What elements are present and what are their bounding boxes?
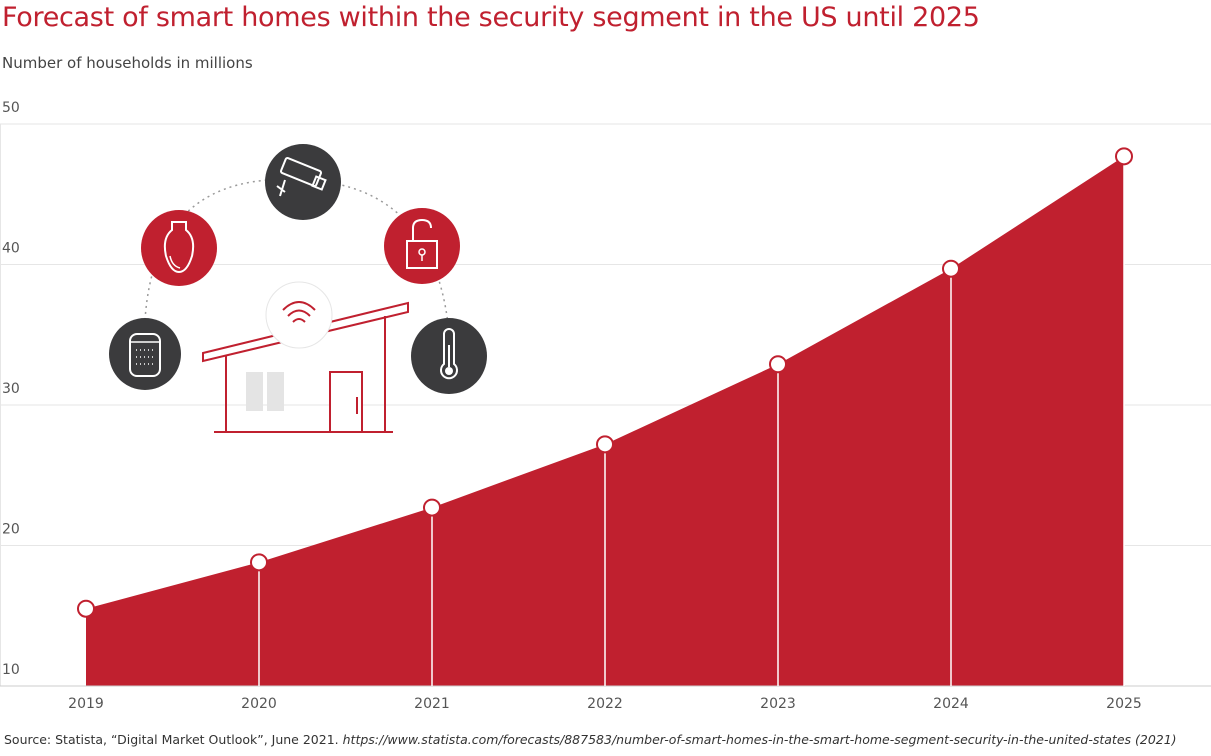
- y-tick-label-20: 20: [2, 522, 20, 538]
- wifi-icon: [265, 281, 333, 349]
- x-tick-label-2024: 2024: [933, 696, 969, 712]
- x-tick-label-2022: 2022: [587, 696, 623, 712]
- x-tick-label-2023: 2023: [760, 696, 796, 712]
- x-tick-label-2021: 2021: [414, 696, 450, 712]
- data-point-2021: [423, 498, 441, 517]
- data-point-2020: [250, 553, 268, 572]
- y-axis-ticks: 10 20 30 40 50: [2, 100, 20, 678]
- series-area-fill: [86, 156, 1124, 686]
- y-tick-label-50: 50: [2, 100, 20, 116]
- data-point-2024: [942, 259, 960, 278]
- y-tick-label-40: 40: [2, 241, 20, 257]
- light-bulb-icon: [141, 210, 217, 286]
- chart-title: Forecast of smart homes within the secur…: [2, 2, 980, 33]
- drop-lines: [258, 156, 1125, 686]
- data-points: [77, 147, 1133, 618]
- smart-home-illustration: [109, 144, 487, 433]
- x-tick-label-2020: 2020: [241, 696, 277, 712]
- x-tick-label-2025: 2025: [1106, 696, 1142, 712]
- chart-subtitle: Number of households in millions: [2, 54, 253, 72]
- y-tick-label-30: 30: [2, 381, 20, 397]
- source-note: Source: Statista, “Digital Market Outloo…: [4, 732, 1177, 747]
- data-point-2022: [596, 435, 614, 454]
- data-point-2019: [77, 599, 95, 618]
- y-tick-label-10: 10: [2, 662, 20, 678]
- x-axis-ticks: 2019 2020 2021 2022 2023 2024 2025: [68, 696, 1142, 712]
- security-camera-icon: [265, 144, 341, 220]
- smart-speaker-icon: [109, 318, 181, 390]
- thermometer-icon: [411, 318, 487, 394]
- data-point-2025: [1115, 147, 1133, 166]
- house-icon: [202, 301, 409, 433]
- data-point-2023: [769, 355, 787, 374]
- x-tick-label-2019: 2019: [68, 696, 104, 712]
- source-url: https://www.statista.com/forecasts/88758…: [342, 732, 1177, 747]
- padlock-icon: [384, 208, 460, 284]
- source-prefix: Source: Statista, “Digital Market Outloo…: [4, 732, 339, 747]
